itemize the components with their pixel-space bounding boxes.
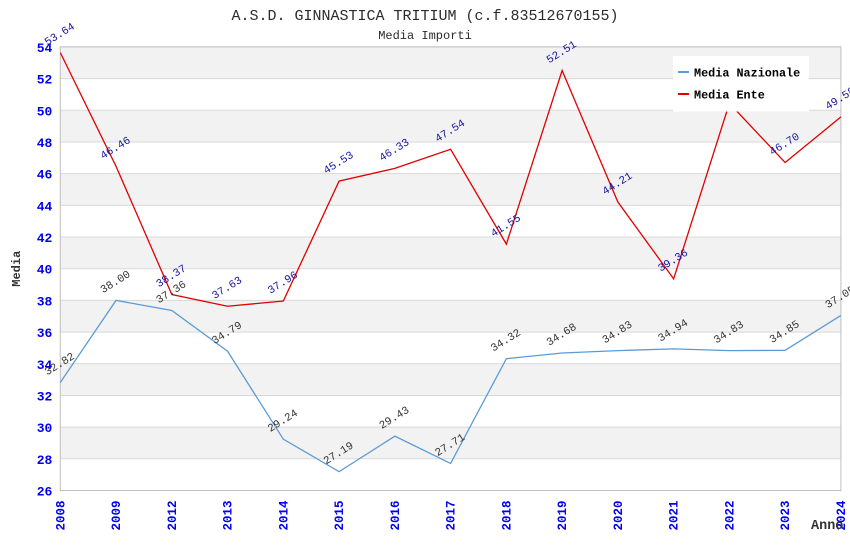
svg-text:2023: 2023 — [779, 501, 793, 531]
svg-text:26: 26 — [37, 485, 53, 500]
svg-text:2022: 2022 — [723, 501, 737, 531]
svg-text:2018: 2018 — [500, 501, 514, 531]
svg-text:50: 50 — [37, 104, 53, 119]
svg-text:2021: 2021 — [668, 501, 682, 531]
svg-text:52: 52 — [37, 73, 53, 88]
svg-text:32: 32 — [37, 389, 53, 404]
svg-text:46: 46 — [37, 168, 53, 183]
svg-text:Media Nazionale: Media Nazionale — [694, 67, 800, 81]
svg-text:44: 44 — [37, 199, 53, 214]
svg-text:Media: Media — [10, 251, 24, 287]
svg-text:2008: 2008 — [54, 501, 68, 531]
svg-text:2019: 2019 — [556, 501, 570, 531]
svg-text:2017: 2017 — [445, 501, 459, 531]
svg-text:2009: 2009 — [110, 501, 124, 531]
svg-text:2020: 2020 — [612, 501, 626, 531]
svg-text:2012: 2012 — [166, 501, 180, 531]
svg-text:36: 36 — [37, 326, 53, 341]
svg-text:48: 48 — [37, 136, 53, 151]
svg-text:Media Ente: Media Ente — [694, 89, 765, 103]
svg-text:2016: 2016 — [389, 501, 403, 531]
svg-text:2014: 2014 — [277, 500, 291, 531]
svg-text:42: 42 — [37, 231, 53, 246]
svg-text:30: 30 — [37, 421, 53, 436]
svg-text:2015: 2015 — [333, 501, 347, 531]
svg-text:40: 40 — [37, 263, 53, 278]
svg-text:28: 28 — [37, 453, 53, 468]
svg-text:2013: 2013 — [222, 501, 236, 531]
svg-text:Anno: Anno — [811, 519, 843, 534]
svg-text:38: 38 — [37, 294, 53, 309]
